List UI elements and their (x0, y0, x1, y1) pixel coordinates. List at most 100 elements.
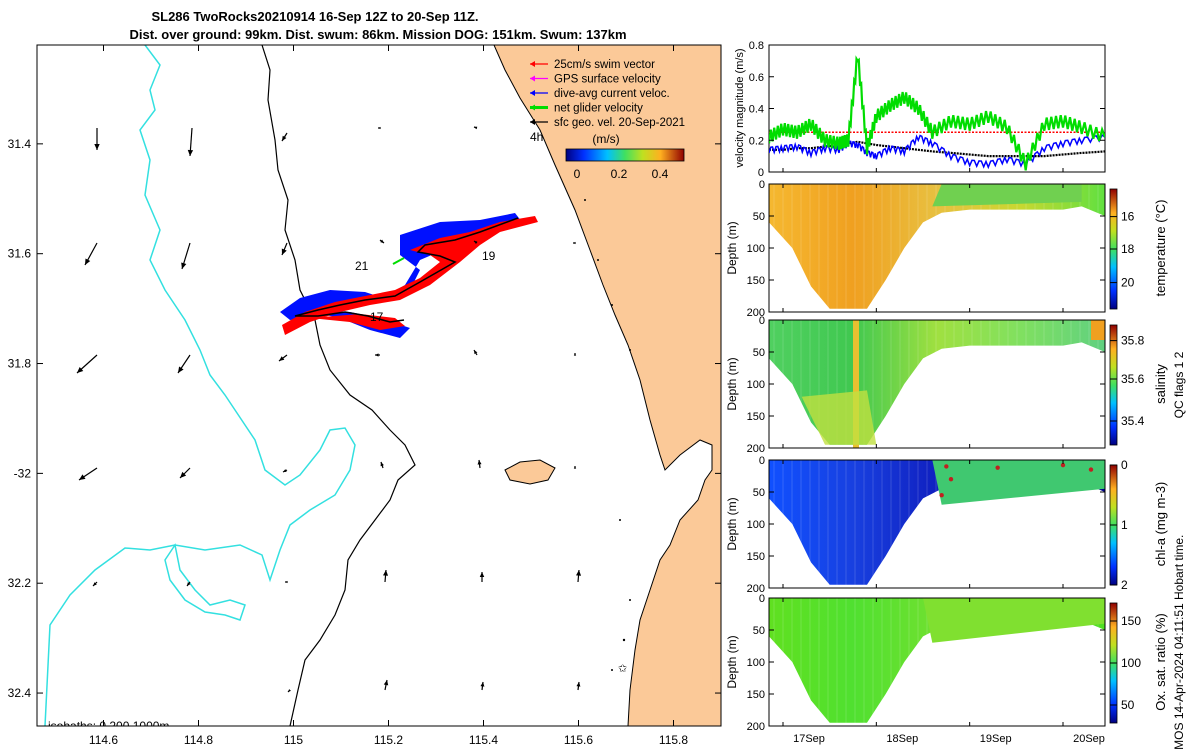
depth-tick-label: 200 (747, 443, 765, 455)
section-fill (769, 460, 1105, 585)
depth-tick-label: 50 (753, 625, 765, 637)
map-xtick-label: 115.2 (374, 733, 403, 747)
depth-tick-label: 200 (747, 583, 765, 595)
geo-velocity-arrow (94, 128, 100, 150)
map-ytick-label: 32.4 (8, 686, 32, 700)
map-xtick-label: 115.8 (659, 733, 688, 747)
map-legend: 25cm/s swim vector GPS surface velocity di… (530, 59, 685, 181)
section-colorbar (1109, 324, 1118, 446)
colorbar-tick-label: 16 (1121, 210, 1135, 224)
depth-ylabel: Depth (m) (725, 635, 739, 688)
day-label-4h: 4h (530, 130, 543, 144)
depth-tick-label: 200 (747, 721, 765, 733)
section-panel-3: 0 50 100 150 200 Depth (m) 0 1 2 chl-a (mg m-3) (725, 455, 1168, 595)
depth-tick-label: 150 (747, 411, 765, 423)
day-label-19: 19 (482, 249, 496, 263)
colorbar-tick-label: 18 (1121, 242, 1135, 256)
map-ytick-label: -32 (14, 466, 32, 480)
map-xtick-label: 115.4 (469, 733, 498, 747)
geo-velocity-arrow (78, 467, 98, 481)
geo-velocity-arrow (282, 469, 288, 473)
geo-velocity-arrow (573, 241, 576, 245)
section-colorbar-label: Ox. sat. ratio (%) (1153, 613, 1168, 711)
copyright-text: © IMOS 14-Apr-2024 04:11:51 Hobart time. (1172, 535, 1186, 750)
geo-velocity-arrow (281, 242, 288, 256)
depth-tick-label: 0 (759, 315, 765, 327)
geo-velocity-arrow (76, 354, 98, 374)
geo-velocity-arrow (181, 242, 191, 270)
geo-velocity-arrow (380, 461, 384, 469)
depth-tick-label: 0 (759, 593, 765, 605)
time-tick-label: 20Sep (1073, 733, 1105, 745)
map-ytick-label: 32.2 (8, 576, 32, 590)
map-ytick-label: 31.6 (8, 247, 32, 261)
depth-tick-label: 100 (747, 519, 765, 531)
depth-tick-label: 0 (759, 179, 765, 191)
geo-velocity-arrow (187, 127, 194, 157)
isobath-1000m (44, 45, 356, 726)
depth-tick-label: 150 (747, 689, 765, 701)
colorbar-tick-label: 35.8 (1121, 334, 1145, 348)
geo-velocity-arrow (576, 681, 581, 691)
depth-tick-label: 0 (759, 455, 765, 467)
depth-tick-label: 50 (753, 487, 765, 499)
section-fill (769, 598, 1105, 723)
colorbar-tick-label: 100 (1121, 656, 1141, 670)
colorbar-tick-label: 150 (1121, 614, 1141, 628)
colorbar-tick-label: 35.6 (1121, 372, 1145, 386)
isobath-1000m-loop (164, 543, 246, 621)
colorbar-tick-label: 50 (1121, 698, 1135, 712)
map-y-axis: 31.4 31.6 31.8 -32 32.2 32.4 (8, 137, 721, 700)
geo-velocity-arrow (179, 467, 191, 479)
section-panel-1: 0 50 100 150 200 Depth (m) 16 18 20 temperature (… (725, 179, 1168, 319)
legend-label: dive-avg current veloc. (554, 88, 670, 100)
depth-ylabel: Depth (m) (725, 357, 739, 410)
colorbar-tick-label: 2 (1121, 578, 1128, 592)
colorbar-tick-label: 0 (1121, 458, 1128, 472)
depth-tick-label: 100 (747, 657, 765, 669)
geo-velocity-arrow (573, 466, 577, 469)
swim-vector-band-2 (310, 314, 405, 330)
legend-item: net glider velocity (530, 103, 643, 115)
legend-label: net glider velocity (554, 103, 643, 115)
swim-vector-band (282, 216, 538, 335)
title-line-2: Dist. over ground: 99km. Dist. swum: 86k… (129, 27, 626, 42)
geo-velocity-arrow (186, 581, 191, 587)
colorbar-title: (m/s) (592, 132, 619, 146)
geo-velocity-arrow (473, 126, 478, 130)
section-colorbar-label: chl-a (mg m-3) (1153, 482, 1168, 567)
geo-velocity-arrow (576, 569, 582, 583)
time-tick-label: 18Sep (886, 733, 918, 745)
depth-tick-label: 200 (747, 307, 765, 319)
colorbar-tick-label: 20 (1121, 276, 1135, 290)
section-panel-4: 0 50 100 150 200 Depth (m) 50 100 150 Ox. sat. ra… (725, 593, 1168, 733)
geo-velocity-arrow (84, 242, 98, 266)
day-label-21: 21 (355, 259, 369, 273)
map-xtick-label: 115 (284, 733, 303, 747)
isobaths-label: isobaths: 0 200 1000m (48, 719, 169, 733)
dive-avg-current-band-2 (300, 310, 410, 338)
geo-velocity-arrow (573, 353, 577, 356)
colorbar-tick-0-4: 0.4 (652, 167, 669, 181)
velocity-ytick-label: 0.8 (749, 40, 764, 52)
legend-item: 25cm/s swim vector (530, 59, 655, 71)
section-panel-2: 0 50 100 150 200 Depth (m) 35.4 35.6 35.8 salinit… (725, 315, 1168, 455)
geo-velocity-arrow (378, 126, 381, 130)
glider-track (294, 217, 519, 323)
geo-velocity-arrow (383, 679, 389, 691)
velocity-ytick-label: 0 (758, 167, 764, 179)
depth-tick-label: 50 (753, 347, 765, 359)
isobath-200m (261, 45, 416, 726)
section-colorbar-label: temperature (°C) (1153, 200, 1168, 297)
map-ytick-label: 31.8 (8, 357, 32, 371)
title-line-1: SL286 TwoRocks20210914 16-Sep 12Z to 20-… (151, 9, 478, 24)
colorbar-tick-0-2: 0.2 (611, 167, 628, 181)
geo-velocity-arrow (477, 459, 482, 469)
velocity-series-line (769, 55, 1105, 171)
geo-velocity-arrow (278, 354, 288, 362)
depth-tick-label: 100 (747, 243, 765, 255)
depth-tick-label: 100 (747, 379, 765, 391)
colorbar-tick-label: 1 (1121, 518, 1128, 532)
